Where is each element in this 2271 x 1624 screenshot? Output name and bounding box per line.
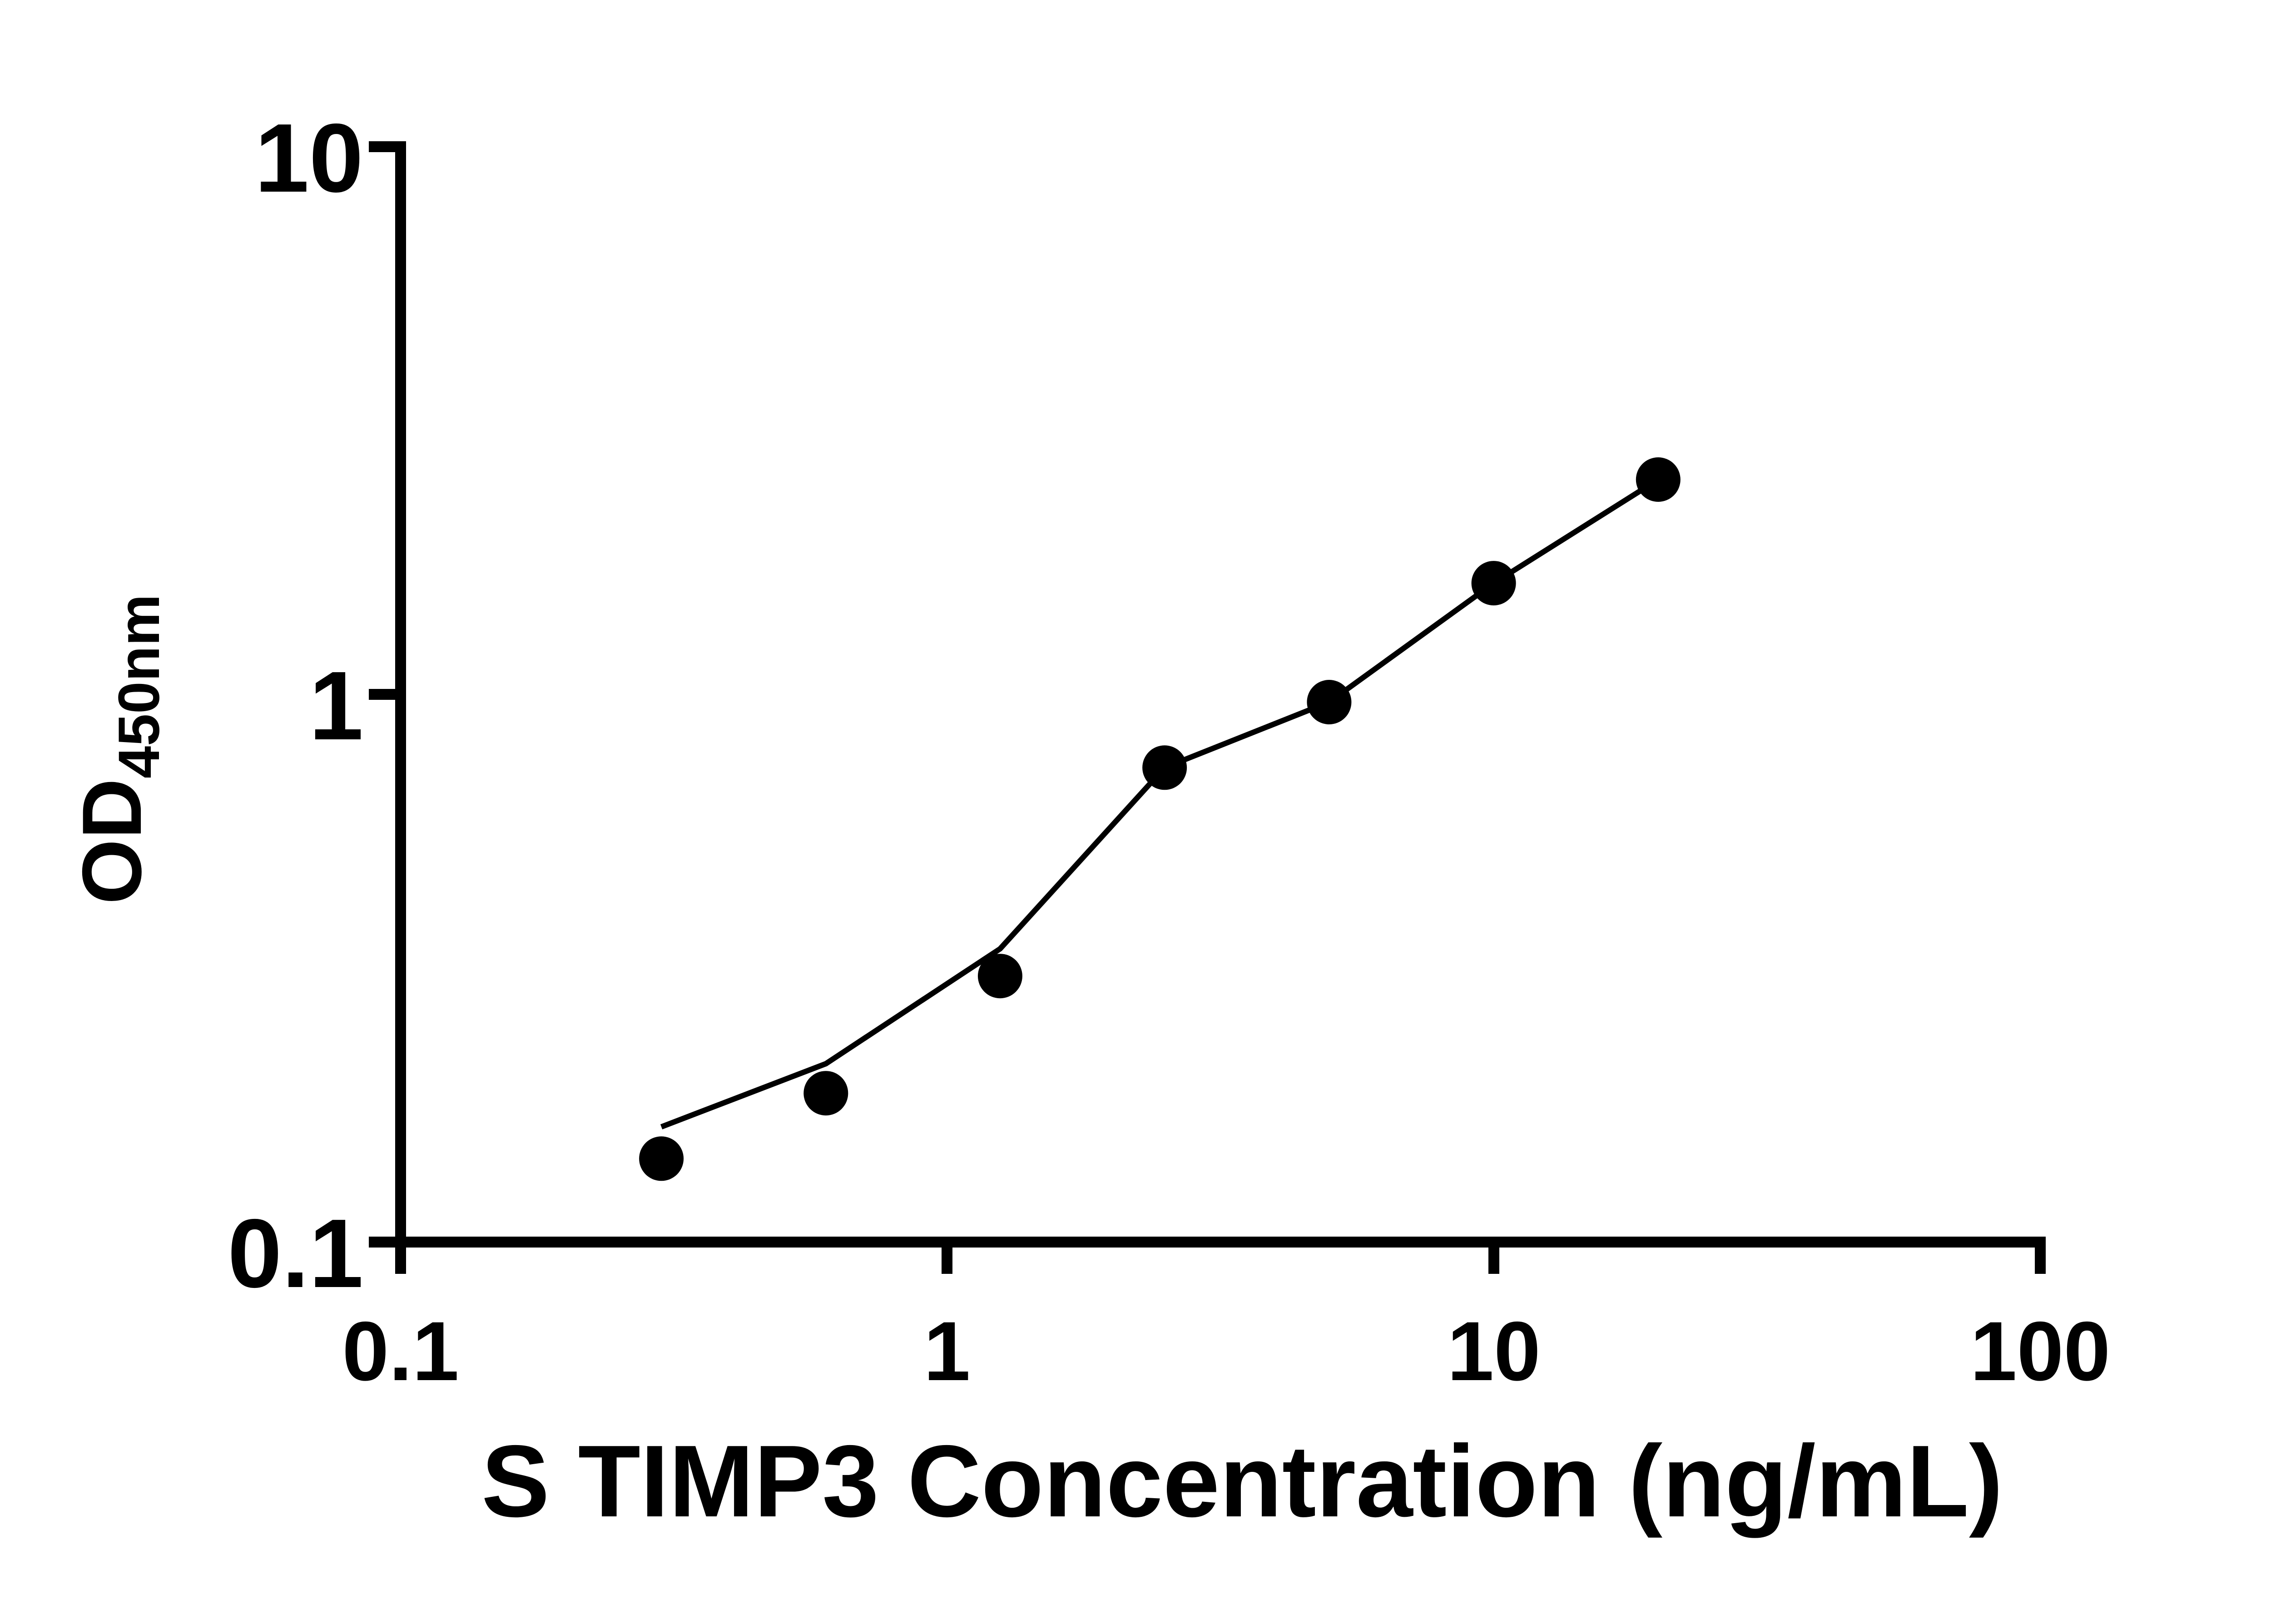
svg-text:1: 1 [309, 651, 363, 760]
svg-text:0.1: 0.1 [228, 1198, 363, 1308]
svg-text:10: 10 [255, 103, 363, 213]
svg-text:10: 10 [1447, 1305, 1541, 1398]
svg-text:0.1: 0.1 [342, 1305, 459, 1398]
svg-text:100: 100 [1970, 1305, 2111, 1398]
svg-text:1: 1 [924, 1305, 971, 1398]
svg-text:S TIMP3 Concentration (ng/mL): S TIMP3 Concentration (ng/mL) [481, 1424, 2003, 1538]
